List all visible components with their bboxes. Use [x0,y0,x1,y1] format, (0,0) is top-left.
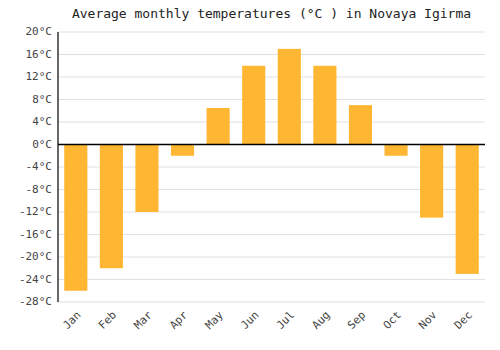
y-tick-label: -8°C [26,183,53,196]
bar [64,145,87,291]
y-tick-label: 4°C [32,115,52,128]
bar [384,145,407,156]
y-tick-label: 12°C [26,70,53,83]
bar [207,108,230,145]
bar [135,145,158,213]
x-tick-label: Aug [309,309,332,332]
y-tick-label: -16°C [19,228,52,241]
chart-svg: Average monthly temperatures (°C ) in No… [0,0,500,350]
y-tick-label: -4°C [26,160,53,173]
title: Average monthly temperatures (°C ) in No… [72,6,471,21]
y-tick-label: 16°C [26,48,53,61]
x-tick-label: May [203,308,227,332]
bar [420,145,443,218]
x-tick-label: Dec [452,309,475,332]
x-tick-label: Nov [416,308,440,332]
grid-line [58,77,485,78]
bar [278,49,301,145]
grid-line [58,99,485,100]
x-tick-label: Jul [274,309,297,332]
y-tick-label: 0°C [32,138,52,151]
x-tick-label: Oct [381,309,404,332]
x-tick-label: Apr [167,308,191,332]
y-tick-label: -20°C [19,250,52,263]
bars [64,49,479,291]
y-tick-label: 20°C [26,25,53,38]
bar [100,145,123,269]
y-tick-label: -28°C [19,295,52,308]
y-tick-label: -12°C [19,205,52,218]
y-tick-label: 8°C [32,93,52,106]
grid-line [58,144,485,145]
zero-line [58,144,485,146]
grid-line [58,122,485,123]
grid-line [58,302,485,303]
grid [58,32,485,302]
bar [349,105,372,144]
bar [171,145,194,156]
bar [242,66,265,145]
x-tick-label: Feb [96,309,119,332]
x-tick-label: Sep [345,309,368,332]
x-tick-label: Jun [238,309,261,332]
bar [313,66,336,145]
bar [456,145,479,274]
y-tick-label: -24°C [19,273,52,286]
grid-line [58,32,485,33]
grid-line [58,279,485,280]
x-tick-label: Jan [60,309,83,332]
grid-line [58,54,485,55]
x-tick-label: Mar [131,308,155,332]
y-axis-line [57,32,58,302]
chart-container: Average monthly temperatures (°C ) in No… [0,0,500,350]
